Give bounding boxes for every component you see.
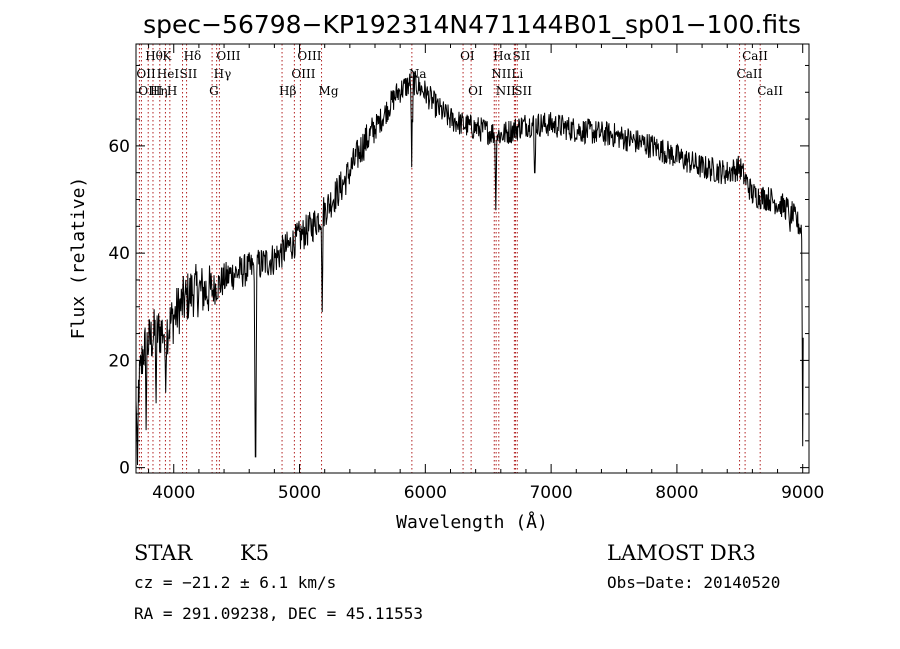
- spectral-line-label: Hα: [493, 49, 512, 63]
- spectral-line-label: SII: [513, 49, 531, 63]
- spectral-line-label: H: [167, 84, 177, 98]
- spectral-line-label: OIII: [138, 84, 162, 98]
- x-tick-label: 5000: [278, 483, 321, 503]
- spectral-line-label: OI: [468, 84, 483, 98]
- spectral-line-label: Hη: [150, 84, 168, 98]
- spectral-line-label: CaII: [757, 84, 783, 98]
- tick-layer: 4000 5000 6000 7000 8000 9000 0 20 40 60: [108, 44, 824, 503]
- spectral-line-label: K: [162, 49, 172, 63]
- x-tick-label: 7000: [529, 483, 572, 503]
- obs-date: Obs−Date: 20140520: [607, 573, 780, 592]
- spectral-line-label: NII: [491, 67, 511, 81]
- spectral-line-label: Hδ: [184, 49, 202, 63]
- line-label-layer: Hθ OII OIII K HeI Hη H Hδ SII OIII Hγ G OIII OIII Hβ Mg…: [136, 49, 783, 98]
- spectral-line-label: Mg: [319, 84, 339, 98]
- y-tick-label: 40: [108, 244, 130, 264]
- spectral-line-label: Hθ: [145, 49, 163, 63]
- spectrum-trace: [135, 70, 804, 466]
- spectral-line-label: OI: [460, 49, 475, 63]
- y-tick-label: 60: [108, 137, 130, 157]
- plot-frame: [135, 43, 810, 474]
- spectral-line-label: G: [209, 84, 219, 98]
- x-tick-label: 8000: [655, 483, 698, 503]
- spectral-line-label: CaII: [737, 67, 763, 81]
- x-tick-label: 6000: [404, 483, 447, 503]
- object-subclass: K5: [240, 541, 269, 565]
- spectral-line-label: SII: [180, 67, 198, 81]
- x-tick-label: 9000: [781, 483, 824, 503]
- redshift-readout: cz = −21.2 ± 6.1 km/s: [134, 573, 336, 592]
- spectral-line-label: OII: [136, 67, 156, 81]
- spectral-line-label: Na: [409, 67, 427, 81]
- spectral-line-label: OIII: [297, 49, 321, 63]
- object-class: STAR: [134, 541, 193, 565]
- x-tick-label: 4000: [152, 483, 195, 503]
- spectral-line-label: NII: [496, 84, 516, 98]
- spectral-line-label: HeI: [157, 67, 180, 81]
- y-tick-label: 0: [119, 459, 130, 479]
- spectral-line-label: OIII: [291, 67, 315, 81]
- marker-layer: [138, 44, 761, 473]
- survey-name: LAMOST DR3: [607, 541, 756, 565]
- spectral-line-label: Li: [511, 67, 523, 81]
- spectrum-layer: [135, 70, 804, 466]
- y-tick-label: 20: [108, 351, 130, 371]
- x-axis-label: Wavelength (Å): [396, 511, 548, 533]
- chart-title: spec−56798−KP192314N471144B01_sp01−100.f…: [143, 10, 801, 39]
- spectral-line-label: SII: [514, 84, 532, 98]
- spectral-line-label: Hβ: [279, 84, 296, 98]
- spectral-line-label: Hγ: [214, 67, 232, 81]
- y-axis-label: Flux (relative): [68, 177, 89, 340]
- coordinates-readout: RA = 291.09238, DEC = 45.11553: [134, 604, 423, 623]
- spectral-line-label: CaII: [742, 49, 768, 63]
- spectral-line-label: OIII: [216, 49, 240, 63]
